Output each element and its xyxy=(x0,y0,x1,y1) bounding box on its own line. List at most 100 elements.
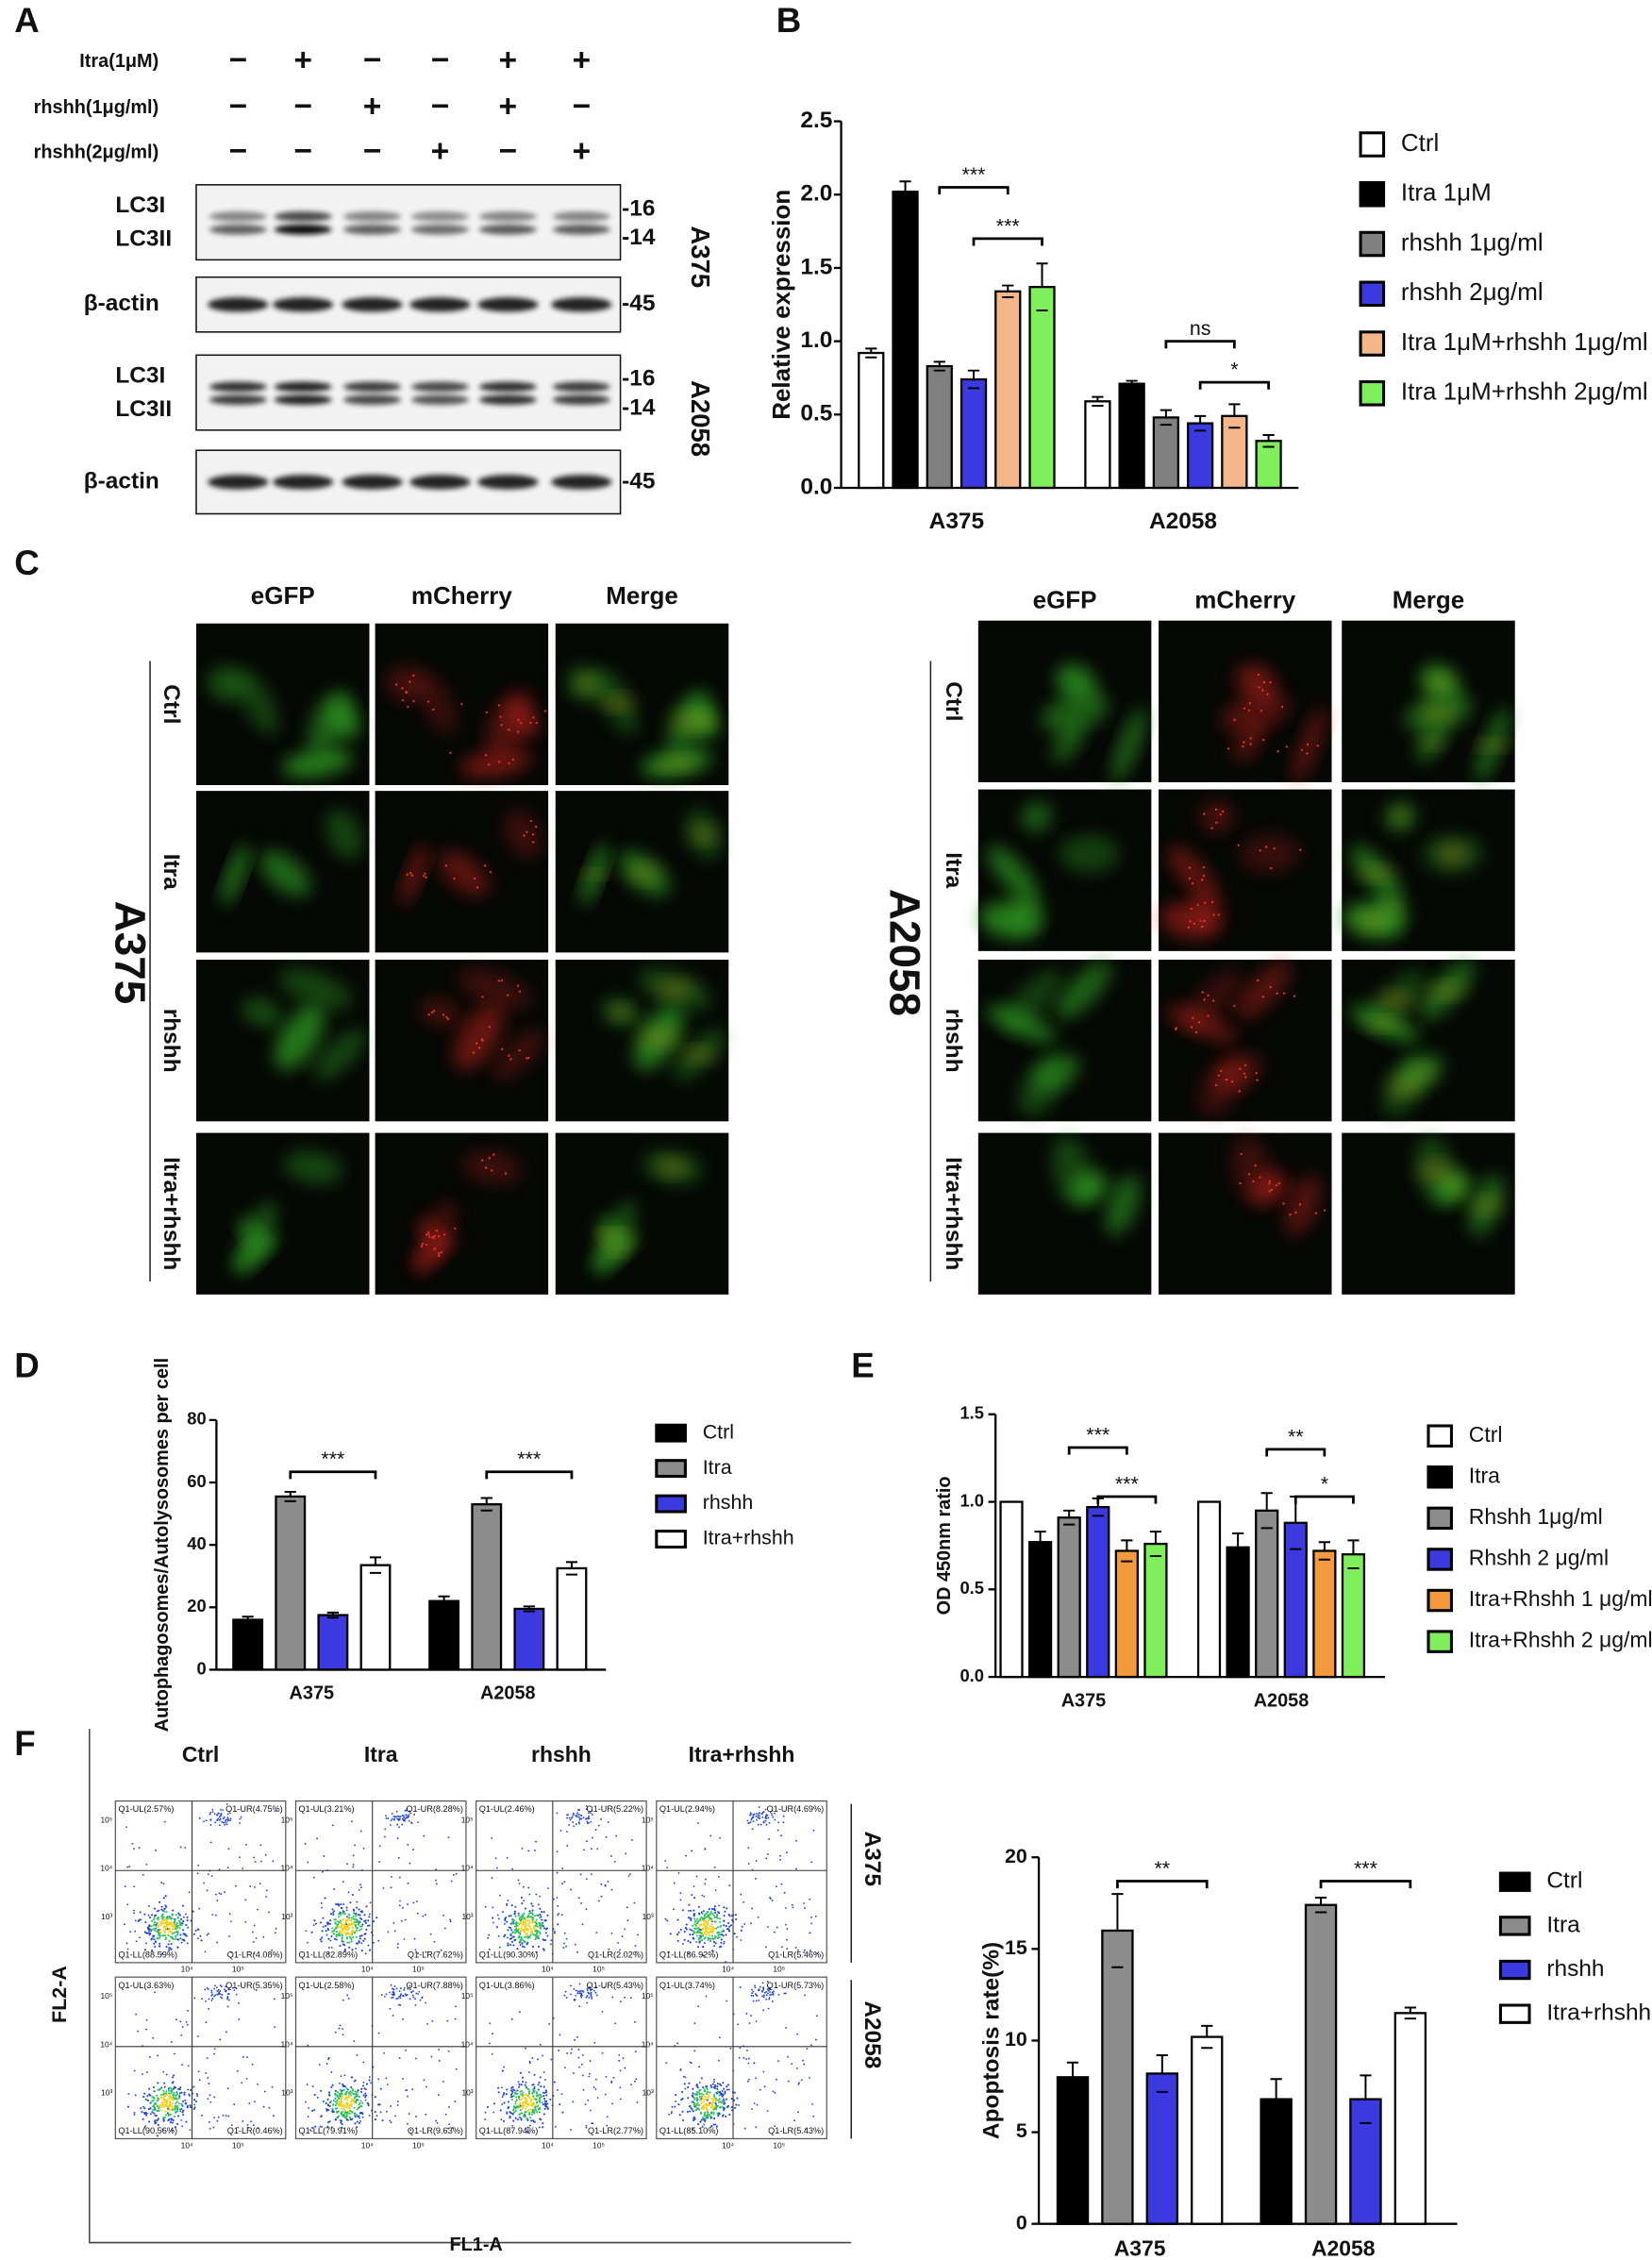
event xyxy=(403,1818,405,1821)
micrograph-content xyxy=(222,809,362,905)
event xyxy=(544,2089,547,2092)
event xyxy=(174,2104,176,2107)
event xyxy=(147,2108,151,2111)
event xyxy=(345,2106,348,2109)
event xyxy=(355,1915,358,1917)
event xyxy=(710,1908,714,1911)
event xyxy=(345,2097,348,2100)
bar xyxy=(994,290,1022,490)
event xyxy=(179,2110,182,2113)
event xyxy=(750,1818,753,1821)
event xyxy=(351,2111,354,2114)
band xyxy=(552,224,610,235)
bar xyxy=(359,1564,392,1671)
event xyxy=(156,1910,159,1913)
bar xyxy=(317,1614,349,1671)
event xyxy=(272,1860,275,1863)
event xyxy=(436,2121,439,2124)
event xyxy=(250,2120,253,2123)
event xyxy=(353,2040,356,2043)
event xyxy=(774,1812,776,1815)
bar xyxy=(1118,382,1145,490)
event xyxy=(703,1922,706,1926)
event xyxy=(701,2117,704,2119)
event xyxy=(725,1934,727,1936)
event xyxy=(520,1935,523,1939)
event xyxy=(693,1930,695,1933)
event xyxy=(765,1990,768,1993)
treatment-sign: − xyxy=(363,134,382,169)
event xyxy=(342,1918,344,1921)
event xyxy=(509,2096,512,2099)
event xyxy=(164,2093,167,2097)
gate-label: Q1-LR(2.77%) xyxy=(588,2126,643,2135)
event xyxy=(402,2017,404,2020)
event xyxy=(167,2108,170,2111)
event xyxy=(714,2084,717,2087)
event xyxy=(341,2104,344,2108)
puncta xyxy=(506,994,509,996)
event xyxy=(186,2106,189,2109)
event xyxy=(594,1829,597,1831)
legend-swatch xyxy=(1498,1871,1531,1892)
event xyxy=(340,1903,342,1906)
event xyxy=(575,1815,576,1817)
blot-frame xyxy=(195,354,622,431)
event xyxy=(209,2127,211,2130)
event xyxy=(154,1914,157,1917)
event xyxy=(181,2026,184,2028)
significance-bracket xyxy=(1096,1495,1158,1504)
event xyxy=(153,1907,156,1910)
event xyxy=(360,2090,363,2094)
event xyxy=(505,1917,508,1919)
error-bar xyxy=(1121,1539,1133,1563)
event xyxy=(528,2112,531,2115)
event xyxy=(703,1942,706,1945)
event xyxy=(706,1928,709,1931)
event xyxy=(348,1941,351,1944)
puncta xyxy=(1201,991,1204,994)
event xyxy=(768,1821,771,1824)
event xyxy=(531,1951,534,1954)
event xyxy=(364,2092,367,2095)
event xyxy=(186,1919,189,1922)
event xyxy=(588,1812,590,1815)
flow-plot xyxy=(114,1800,287,1964)
event xyxy=(218,1818,221,1821)
puncta xyxy=(1215,821,1218,825)
band xyxy=(342,297,403,312)
event xyxy=(514,2107,517,2110)
event xyxy=(142,2096,145,2099)
event xyxy=(613,1860,616,1863)
event xyxy=(745,2012,748,2015)
event xyxy=(225,2031,227,2034)
cell-body xyxy=(1018,1058,1062,1116)
event xyxy=(488,2042,491,2045)
cell-body xyxy=(460,748,532,778)
event xyxy=(241,2082,243,2084)
puncta xyxy=(1270,866,1273,870)
event xyxy=(542,2098,546,2101)
event xyxy=(698,2082,701,2084)
event xyxy=(396,2101,399,2102)
event xyxy=(151,1949,154,1952)
event xyxy=(727,2104,730,2107)
event xyxy=(173,2087,175,2090)
event xyxy=(712,2078,715,2081)
event xyxy=(520,1927,523,1930)
puncta xyxy=(523,834,526,837)
event xyxy=(399,1817,401,1820)
event xyxy=(526,2103,528,2106)
event xyxy=(412,1849,414,1851)
event xyxy=(169,2121,172,2124)
event xyxy=(726,2000,728,2002)
event xyxy=(704,1883,707,1885)
event xyxy=(693,2105,696,2108)
puncta xyxy=(500,979,504,982)
event xyxy=(757,1816,759,1819)
event xyxy=(710,2112,713,2115)
event xyxy=(181,1929,185,1932)
event xyxy=(363,1937,366,1940)
event xyxy=(176,1934,179,1936)
legend-swatch xyxy=(655,1530,687,1549)
